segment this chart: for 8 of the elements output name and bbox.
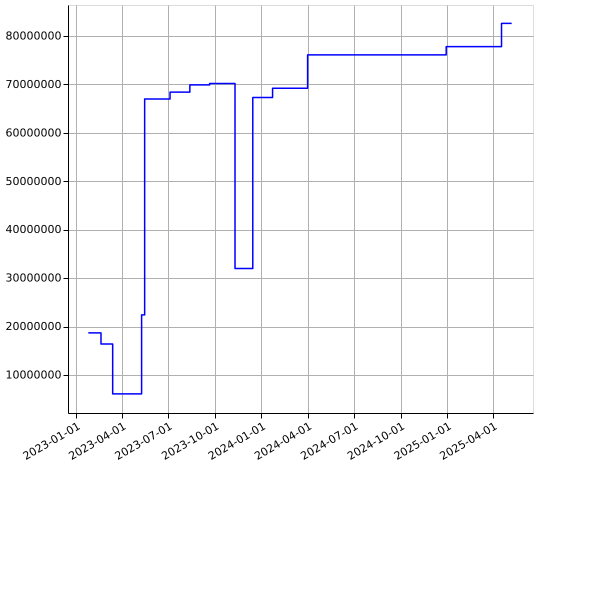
y-tick-label: 60000000 [6, 126, 62, 140]
y-tick-label: 80000000 [6, 29, 62, 42]
y-tick-label: 40000000 [6, 223, 62, 236]
y-tick-label: 20000000 [6, 320, 62, 334]
y-tick-label: 50000000 [6, 174, 62, 188]
y-tick-label: 70000000 [6, 78, 62, 91]
y-tick-label: 10000000 [6, 368, 62, 382]
y-tick-label: 30000000 [6, 272, 62, 285]
